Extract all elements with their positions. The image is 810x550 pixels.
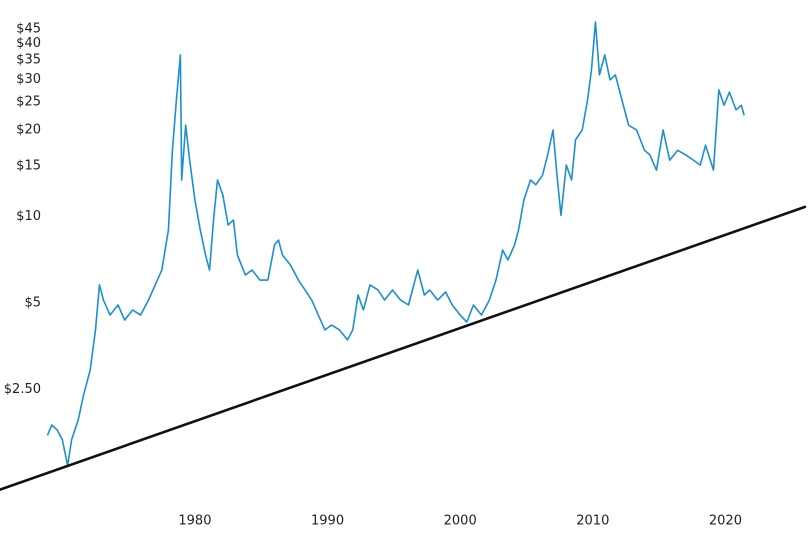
y-tick-label: $15 <box>16 158 41 173</box>
y-tick-label: $2.50 <box>4 382 41 397</box>
y-tick-label: $25 <box>16 95 41 110</box>
x-tick-label: 1980 <box>178 514 211 529</box>
y-tick-label: $5 <box>24 295 41 310</box>
y-tick-label: $20 <box>16 123 41 138</box>
series-line <box>46 21 745 467</box>
x-tick-label: 1990 <box>311 514 344 529</box>
x-tick-label: 2010 <box>576 514 609 529</box>
x-tick-label: 2000 <box>444 514 477 529</box>
y-tick-label: $40 <box>16 36 41 51</box>
x-tick-label: 2020 <box>709 514 742 529</box>
y-tick-label: $35 <box>16 53 41 68</box>
y-tick-label: $45 <box>16 21 41 36</box>
series-line <box>0 205 807 491</box>
y-tick-label: $30 <box>16 72 41 87</box>
y-tick-label: $10 <box>16 209 41 224</box>
